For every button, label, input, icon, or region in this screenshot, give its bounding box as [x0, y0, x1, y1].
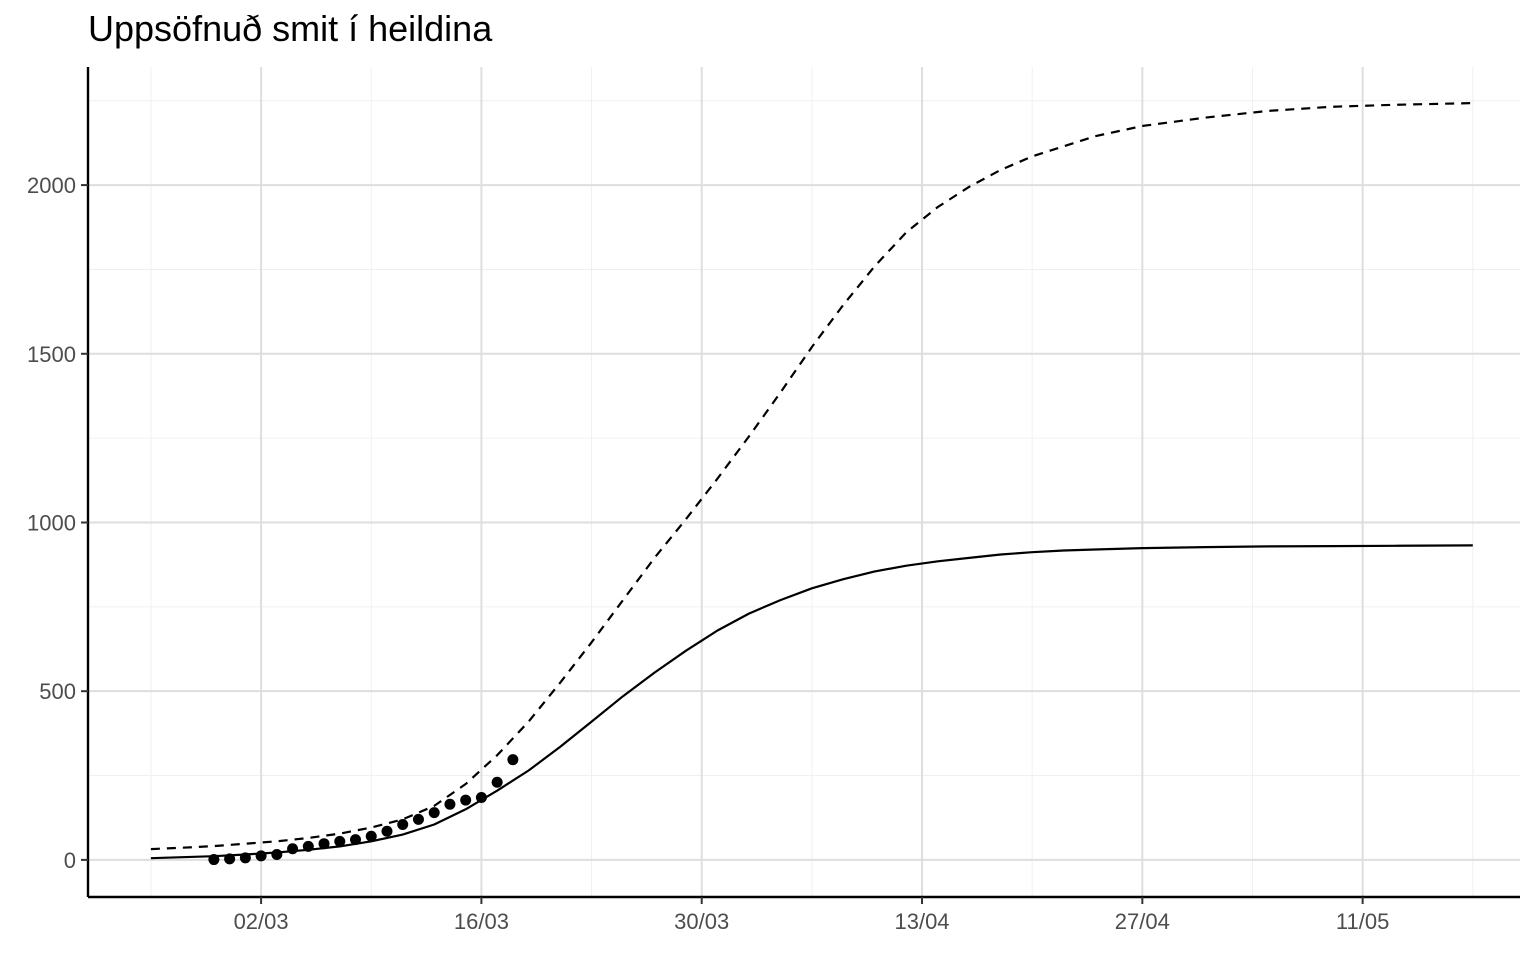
x-tick-label: 13/04 [894, 909, 949, 934]
y-tick-label: 1000 [27, 510, 76, 535]
data-point [271, 848, 283, 860]
data-point [302, 840, 314, 852]
data-point [365, 830, 377, 842]
data-point [444, 798, 456, 810]
data-point [460, 794, 472, 806]
data-point [350, 834, 362, 846]
y-tick-label: 0 [64, 848, 76, 873]
data-point [475, 791, 487, 803]
major-grid [88, 67, 1520, 897]
data-point [428, 807, 440, 819]
dashed-series-line [150, 102, 1473, 851]
data-point [224, 853, 236, 865]
data-point [491, 776, 503, 788]
y-tick-label: 1500 [27, 342, 76, 367]
data-point [334, 835, 346, 847]
x-tick-label: 16/03 [454, 909, 509, 934]
y-tick-label: 500 [39, 679, 76, 704]
chart-title: Uppsöfnuð smit í heildina [88, 8, 493, 49]
data-point [255, 850, 267, 862]
minor-grid [88, 67, 1520, 897]
x-tick-label: 11/05 [1336, 909, 1389, 934]
data-point [381, 825, 393, 837]
data-point [287, 843, 299, 855]
x-tick-label: 30/03 [674, 909, 729, 934]
y-tick-label: 2000 [27, 173, 76, 198]
data-point [318, 838, 330, 850]
x-tick-label: 02/03 [234, 909, 289, 934]
data-point [397, 818, 409, 830]
axes-layer [81, 67, 1520, 904]
data-point [412, 813, 424, 825]
tick-labels: 02/03 16/03 30/03 13/04 27/04 11/05 0 500 1000 15… [27, 173, 1389, 934]
data-point [208, 854, 220, 866]
data-point [507, 754, 519, 766]
data-point [239, 852, 251, 864]
x-tick-label: 27/04 [1115, 909, 1170, 934]
series-layer [150, 102, 1473, 866]
